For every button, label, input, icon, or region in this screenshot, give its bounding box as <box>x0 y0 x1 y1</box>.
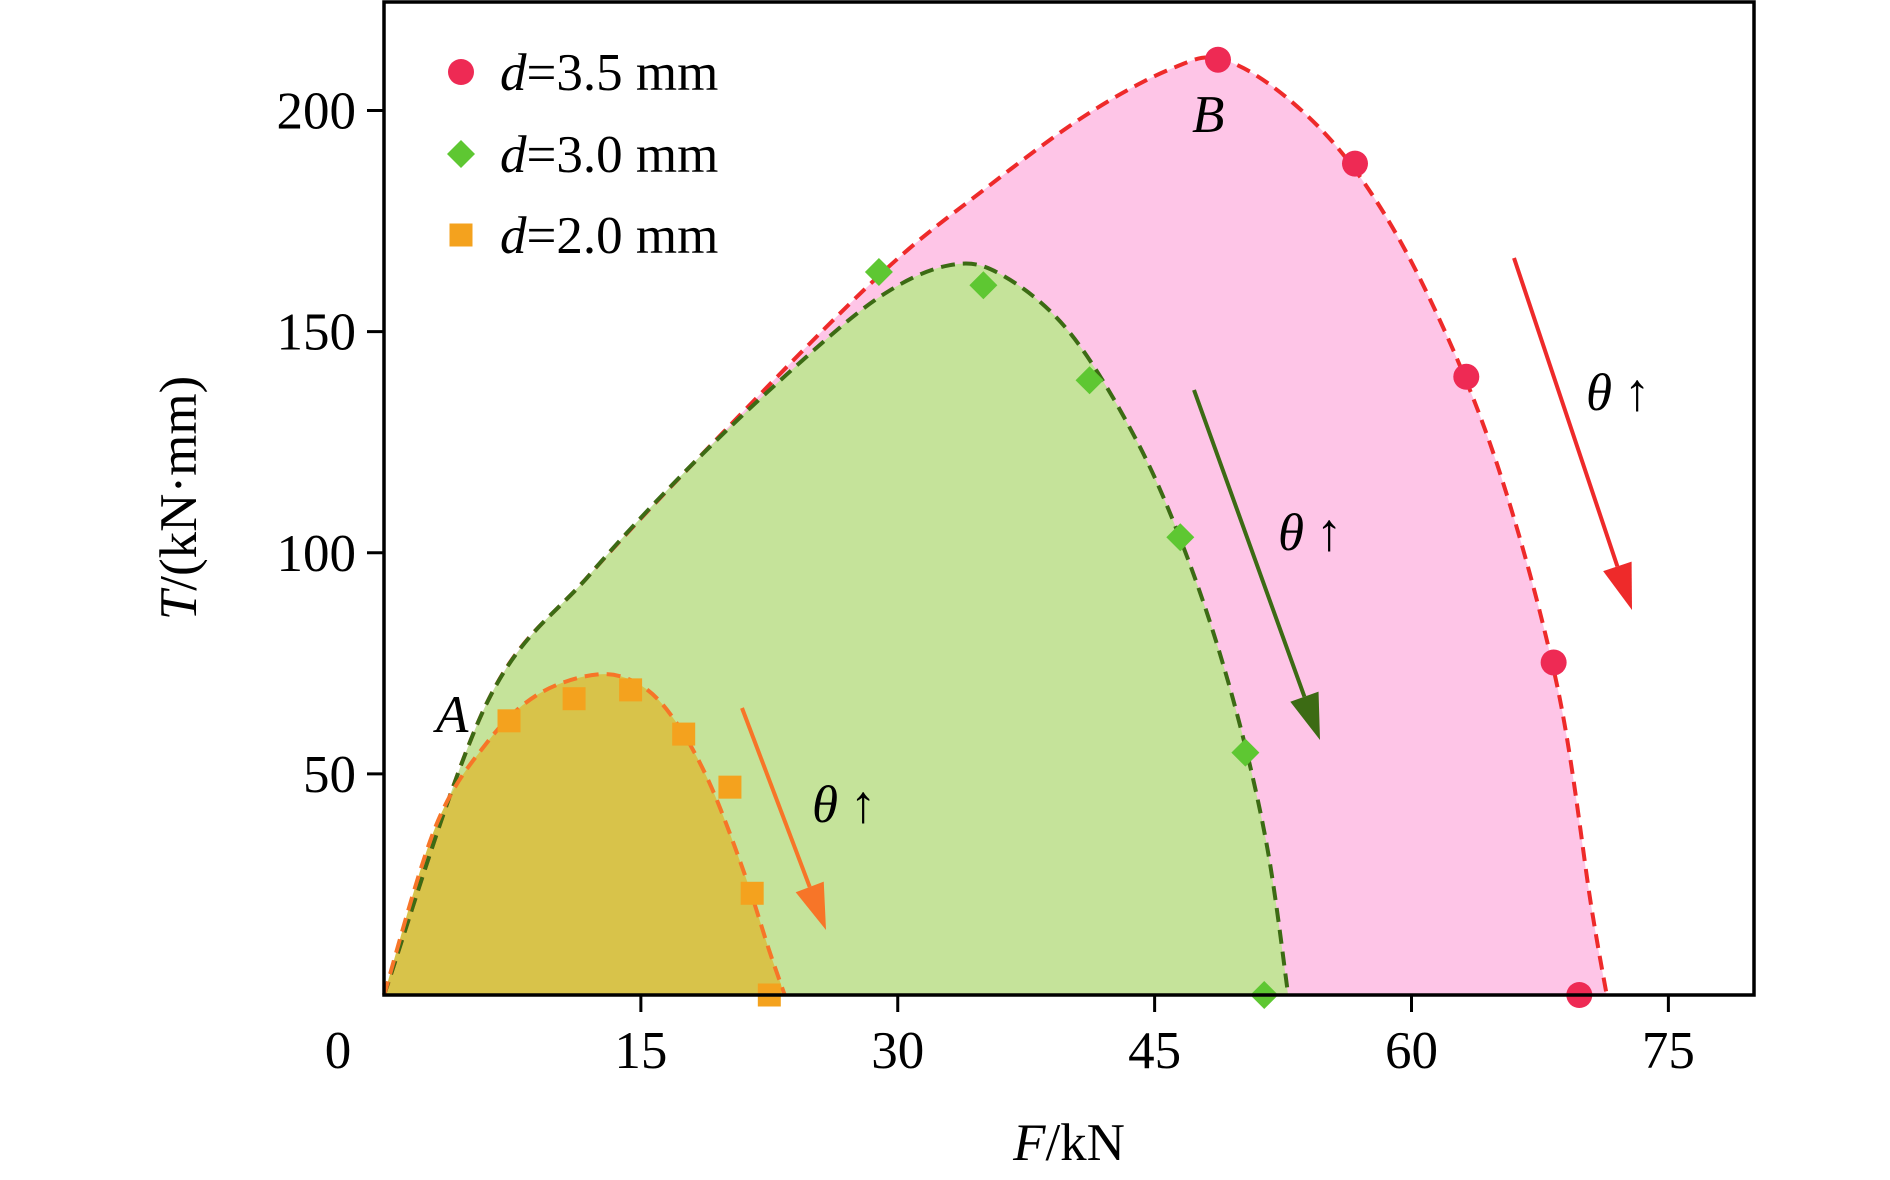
y-axis-title: T/(kN·mm) <box>150 376 208 620</box>
chart-arrows <box>740 257 1632 930</box>
data-point-d35-1 <box>1341 150 1368 177</box>
x-tick-label-60: 60 <box>1385 1022 1438 1080</box>
data-point-d35-0 <box>1204 46 1231 73</box>
x-tick-label-15: 15 <box>614 1022 667 1080</box>
data-point-d35-2 <box>1453 363 1480 390</box>
fill-area-d20 <box>384 674 785 995</box>
data-point-d20-2 <box>619 678 643 702</box>
arrow-theta-orange-shaft <box>740 707 812 888</box>
data-point-d30-3 <box>1166 523 1195 552</box>
legend-label-d20: d=2.0 mm <box>500 207 718 265</box>
fit-curve-d30 <box>382 261 1291 996</box>
label-theta-orange: θ ↑ <box>812 776 877 834</box>
arrow-theta-orange-head <box>795 881 826 930</box>
data-point-d30-1 <box>969 271 998 300</box>
legend-marker-d30 <box>447 140 475 168</box>
data-point-d35-3 <box>1540 649 1567 676</box>
arrow-theta-green <box>1192 389 1320 740</box>
label-theta-red: θ ↑ <box>1586 364 1651 422</box>
y-tick-label-50: 50 <box>303 746 356 804</box>
chart-markers <box>497 46 1593 1009</box>
label-point-b: B <box>1192 86 1224 144</box>
chart-annotations: θ ↑ θ ↑ θ ↑ A B <box>433 86 1651 834</box>
x-tick-label-0: 0 <box>325 1022 352 1080</box>
y-tick-label-200: 200 <box>277 83 357 141</box>
data-point-d20-0 <box>497 709 521 733</box>
y-tick-label-100: 100 <box>277 525 357 583</box>
label-point-a: A <box>433 686 469 744</box>
legend-label-d35: d=3.5 mm <box>500 44 718 102</box>
arrow-theta-red <box>1512 257 1632 610</box>
data-point-d20-4 <box>718 775 742 799</box>
data-point-d30-4 <box>1231 738 1260 767</box>
x-tick-label-75: 75 <box>1642 1022 1695 1080</box>
data-point-d20-5 <box>740 881 764 905</box>
label-theta-green: θ ↑ <box>1278 504 1343 562</box>
plot-frame <box>382 0 1756 997</box>
chart-fills <box>384 57 1607 996</box>
data-point-d30-0 <box>864 257 893 286</box>
data-point-d30-2 <box>1075 366 1104 395</box>
arrow-theta-red-head <box>1603 561 1632 610</box>
arrow-theta-red-shaft <box>1512 257 1620 568</box>
legend-label-d30: d=3.0 mm <box>500 126 718 184</box>
x-axis-title: F/kN <box>1012 1114 1125 1172</box>
x-tick-label-45: 45 <box>1128 1022 1181 1080</box>
arrow-theta-green-shaft <box>1192 389 1307 698</box>
arrow-theta-orange <box>740 707 826 930</box>
data-point-d20-1 <box>562 687 586 711</box>
chart-ticks: 0 15 30 45 60 75 50 100 150 200 <box>277 83 1695 1080</box>
arrow-theta-green-head <box>1290 691 1320 740</box>
legend-marker-d35 <box>448 59 474 85</box>
legend-marker-d20 <box>449 223 473 247</box>
data-point-d20-3 <box>672 722 696 746</box>
x-tick-label-30: 30 <box>871 1022 924 1080</box>
chart-legend: d=3.5 mm d=3.0 mm d=2.0 mm <box>447 44 718 265</box>
y-tick-label-150: 150 <box>277 304 357 362</box>
